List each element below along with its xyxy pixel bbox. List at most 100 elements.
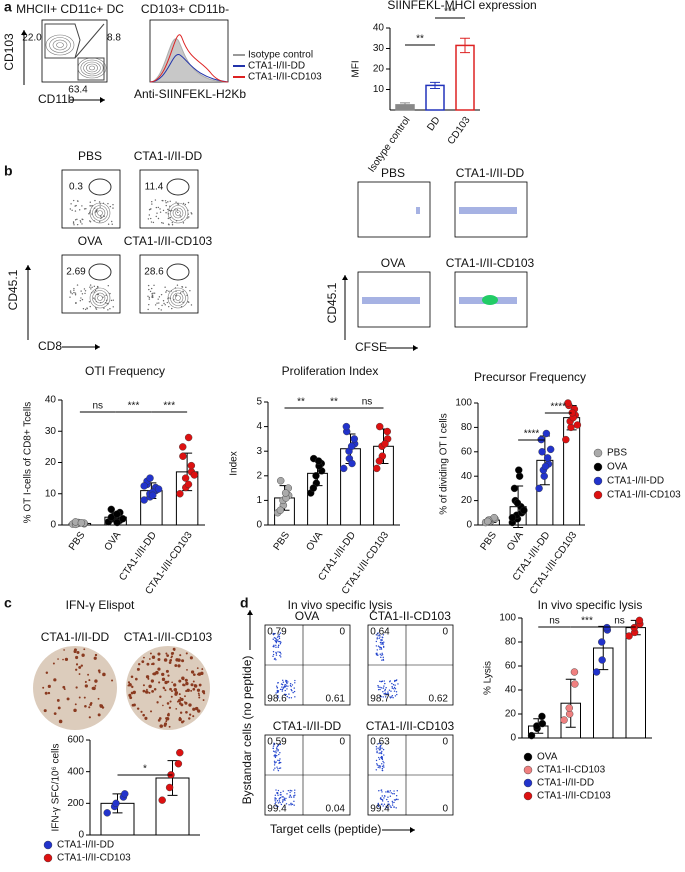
event-dot: [187, 201, 190, 204]
event-dot: [286, 679, 288, 682]
event-dot: [378, 758, 381, 760]
label: CTA1-I/II-CD103: [248, 72, 322, 83]
label: PBS: [272, 530, 293, 553]
gate: [44, 23, 81, 59]
event-dot: [293, 804, 295, 806]
axis-label: % Lysis: [483, 661, 494, 695]
event-dot: [377, 645, 380, 647]
event-dot: [273, 637, 276, 639]
error-bar: [460, 37, 470, 54]
event-dot: [277, 690, 280, 692]
legend-marker: [523, 778, 533, 788]
event-dot: [387, 807, 389, 809]
spot: [168, 725, 171, 728]
event-dot: [277, 646, 280, 648]
event-dot: [387, 790, 389, 792]
event-dot: [190, 304, 193, 306]
axis-label: % OT I-cells of CD8+ Tcells: [23, 402, 34, 524]
event-dot: [392, 697, 394, 699]
event-dot: [279, 688, 282, 691]
axis-label: MFI: [351, 60, 362, 77]
well: [33, 646, 117, 730]
event-dot: [388, 689, 391, 691]
spot: [196, 688, 201, 692]
spot: [182, 678, 185, 681]
event-dot: [272, 745, 275, 747]
event-dot: [90, 205, 92, 207]
legend-marker: [593, 462, 603, 472]
spot: [176, 700, 179, 703]
event-dot: [153, 292, 156, 294]
event-dot: [191, 213, 193, 215]
spot: [179, 697, 182, 699]
spot: [192, 673, 196, 677]
event-dot: [278, 640, 280, 643]
event-dot: [284, 693, 286, 696]
contour: [92, 290, 108, 306]
spot: [170, 656, 173, 659]
event-dot: [277, 769, 280, 772]
event-dot: [98, 201, 101, 203]
event-dot: [182, 222, 185, 224]
event-dot: [380, 789, 383, 791]
event-dot: [380, 638, 382, 641]
data-point: [119, 515, 127, 523]
label: OVA: [295, 609, 319, 623]
event-dot: [380, 744, 382, 747]
label: CD103: [446, 115, 473, 147]
spot: [140, 710, 143, 713]
spot: [158, 717, 162, 720]
event-dot: [157, 298, 159, 300]
event-dot: [273, 644, 275, 647]
label: 0: [466, 520, 472, 531]
spot: [202, 692, 206, 695]
event-dot: [278, 753, 280, 756]
data-point: [121, 790, 129, 798]
event-dot: [171, 307, 173, 310]
event-dot: [282, 790, 284, 792]
spot: [197, 709, 201, 713]
data-point: [112, 799, 120, 808]
label: CTA1-I/II-DD: [456, 166, 525, 180]
spot: [167, 674, 170, 677]
legend-marker: [593, 490, 603, 500]
spot: [198, 696, 201, 699]
data-point: [541, 462, 550, 471]
label: 11.4: [145, 182, 164, 193]
event-dot: [377, 635, 379, 637]
event-dot: [112, 306, 114, 308]
spot: [53, 712, 57, 716]
legend-marker: [43, 853, 53, 863]
event-dot: [283, 798, 286, 801]
spot: [84, 704, 87, 708]
event-dot: [383, 795, 386, 797]
spot: [64, 657, 69, 661]
event-dot: [161, 221, 163, 224]
data-point: [179, 452, 187, 460]
spot: [170, 695, 173, 698]
spot: [172, 652, 175, 655]
histogram-curve: [149, 54, 229, 83]
event-dot: [379, 688, 381, 691]
spot: [88, 679, 91, 682]
spot: [42, 686, 45, 689]
spot: [179, 654, 182, 657]
label: CTA1-I/II-CD103: [57, 853, 131, 864]
event-dot: [279, 640, 281, 643]
event-dot: [187, 217, 189, 219]
event-dot: [392, 684, 395, 686]
event-dot: [171, 209, 173, 212]
label: 80: [505, 637, 517, 648]
event-dot: [277, 768, 279, 770]
event-dot: [103, 307, 105, 309]
event-dot: [277, 697, 279, 699]
arrow-head: [25, 265, 31, 270]
event-dot: [164, 200, 167, 202]
event-dot: [376, 637, 379, 639]
spot: [163, 658, 168, 662]
contour: [97, 210, 103, 216]
spot: [174, 691, 179, 695]
event-dot: [156, 212, 158, 214]
spot: [102, 672, 106, 677]
event-dot: [281, 688, 284, 691]
